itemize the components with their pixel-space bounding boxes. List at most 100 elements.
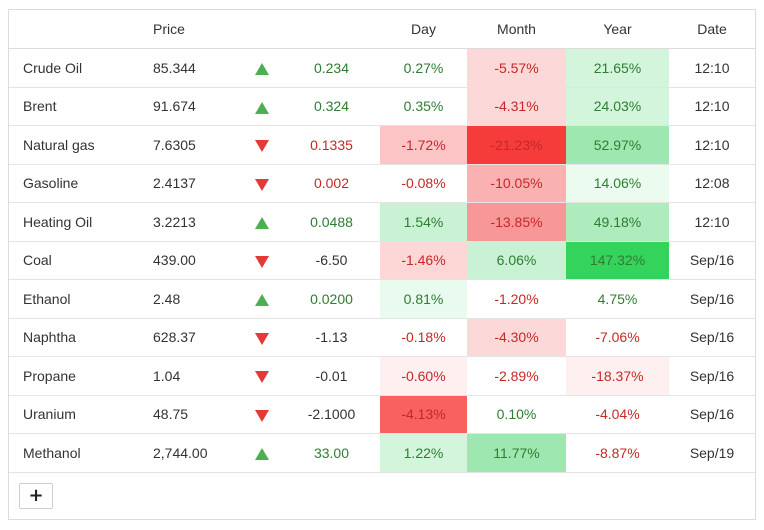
triangle-up-icon: [255, 217, 269, 230]
table-row[interactable]: Natural gas 7.6305 0.1335 -1.72% -21.23% 52.9…: [9, 125, 755, 165]
month-pct-cell: -13.85%: [467, 202, 566, 242]
commodity-name[interactable]: Propane: [9, 356, 147, 396]
triangle-up-icon: [255, 448, 269, 461]
triangle-down-icon: [255, 140, 269, 153]
price-cell: 2.4137: [147, 164, 241, 203]
day-pct-cell: -4.13%: [380, 395, 467, 434]
day-pct-cell: 1.54%: [380, 202, 467, 242]
date-cell: Sep/16: [669, 279, 755, 319]
day-pct-cell: 0.81%: [380, 279, 467, 319]
month-pct-cell: -1.20%: [467, 279, 566, 319]
triangle-down-icon: [255, 371, 269, 384]
year-pct-cell: 147.32%: [566, 241, 669, 280]
day-pct-cell: -0.18%: [380, 318, 467, 357]
price-cell: 439.00: [147, 241, 241, 280]
commodities-table-panel: Price Day Month Year Date Crude Oil 85.34…: [8, 9, 756, 520]
date-cell: Sep/16: [669, 318, 755, 357]
table-row[interactable]: Methanol 2,744.00 33.00 1.22% 11.77% -8.87% Se…: [9, 433, 755, 473]
arrow-cell: [241, 395, 283, 434]
price-cell: 2.48: [147, 279, 241, 319]
month-pct-cell: -21.23%: [467, 125, 566, 165]
date-cell: 12:10: [669, 48, 755, 88]
table-row[interactable]: Ethanol 2.48 0.0200 0.81% -1.20% 4.75% Sep/16: [9, 279, 755, 319]
add-row-button[interactable]: +: [19, 483, 53, 509]
month-pct-cell: -2.89%: [467, 356, 566, 396]
year-pct-cell: 4.75%: [566, 279, 669, 319]
triangle-down-icon: [255, 332, 269, 345]
change-cell: -2.1000: [283, 395, 380, 434]
date-cell: Sep/16: [669, 395, 755, 434]
change-cell: 0.002: [283, 164, 380, 203]
commodity-name[interactable]: Uranium: [9, 395, 147, 434]
header-day[interactable]: Day: [380, 10, 467, 49]
month-pct-cell: -4.30%: [467, 318, 566, 357]
arrow-cell: [241, 279, 283, 319]
price-cell: 628.37: [147, 318, 241, 357]
change-cell: 33.00: [283, 433, 380, 473]
commodity-name[interactable]: Gasoline: [9, 164, 147, 203]
table-row[interactable]: Crude Oil 85.344 0.234 0.27% -5.57% 21.65% 12:…: [9, 48, 755, 88]
commodity-name[interactable]: Crude Oil: [9, 48, 147, 88]
change-cell: -1.13: [283, 318, 380, 357]
change-cell: 0.0488: [283, 202, 380, 242]
commodity-name[interactable]: Methanol: [9, 433, 147, 473]
triangle-up-icon: [255, 294, 269, 307]
arrow-cell: [241, 356, 283, 396]
day-pct-cell: 1.22%: [380, 433, 467, 473]
arrow-cell: [241, 164, 283, 203]
triangle-up-icon: [255, 101, 269, 114]
commodity-name[interactable]: Ethanol: [9, 279, 147, 319]
triangle-down-icon: [255, 409, 269, 422]
date-cell: Sep/16: [669, 356, 755, 396]
day-pct-cell: -0.08%: [380, 164, 467, 203]
date-cell: 12:10: [669, 202, 755, 242]
day-pct-cell: -0.60%: [380, 356, 467, 396]
day-pct-cell: -1.72%: [380, 125, 467, 165]
price-cell: 2,744.00: [147, 433, 241, 473]
change-cell: 0.1335: [283, 125, 380, 165]
date-cell: 12:10: [669, 125, 755, 165]
table-row[interactable]: Heating Oil 3.2213 0.0488 1.54% -13.85% 49.18…: [9, 202, 755, 242]
commodities-table: Price Day Month Year Date Crude Oil 85.34…: [9, 10, 755, 473]
header-year[interactable]: Year: [566, 10, 669, 49]
change-cell: 0.0200: [283, 279, 380, 319]
year-pct-cell: 24.03%: [566, 87, 669, 126]
month-pct-cell: 0.10%: [467, 395, 566, 434]
commodity-name[interactable]: Coal: [9, 241, 147, 280]
commodity-name[interactable]: Natural gas: [9, 125, 147, 165]
month-pct-cell: -5.57%: [467, 48, 566, 88]
date-cell: 12:08: [669, 164, 755, 203]
commodity-name[interactable]: Heating Oil: [9, 202, 147, 242]
table-row[interactable]: Propane 1.04 -0.01 -0.60% -2.89% -18.37% Sep/1…: [9, 356, 755, 396]
triangle-down-icon: [255, 255, 269, 268]
year-pct-cell: -8.87%: [566, 433, 669, 473]
header-month[interactable]: Month: [467, 10, 566, 49]
month-pct-cell: 11.77%: [467, 433, 566, 473]
day-pct-cell: -1.46%: [380, 241, 467, 280]
year-pct-cell: 14.06%: [566, 164, 669, 203]
year-pct-cell: 49.18%: [566, 202, 669, 242]
commodity-name[interactable]: Brent: [9, 87, 147, 126]
table-row[interactable]: Naphtha 628.37 -1.13 -0.18% -4.30% -7.06% Sep/…: [9, 318, 755, 357]
header-arrow: [241, 10, 283, 49]
month-pct-cell: -10.05%: [467, 164, 566, 203]
date-cell: 12:10: [669, 87, 755, 126]
arrow-cell: [241, 48, 283, 88]
table-row[interactable]: Gasoline 2.4137 0.002 -0.08% -10.05% 14.06% 12…: [9, 164, 755, 203]
day-pct-cell: 0.27%: [380, 48, 467, 88]
triangle-down-icon: [255, 178, 269, 191]
month-pct-cell: -4.31%: [467, 87, 566, 126]
price-cell: 85.344: [147, 48, 241, 88]
change-cell: 0.234: [283, 48, 380, 88]
price-cell: 48.75: [147, 395, 241, 434]
table-row[interactable]: Brent 91.674 0.324 0.35% -4.31% 24.03% 12:10: [9, 87, 755, 126]
change-cell: 0.324: [283, 87, 380, 126]
table-row[interactable]: Coal 439.00 -6.50 -1.46% 6.06% 147.32% Sep/16: [9, 241, 755, 280]
arrow-cell: [241, 202, 283, 242]
table-row[interactable]: Uranium 48.75 -2.1000 -4.13% 0.10% -4.04% Sep/…: [9, 395, 755, 434]
arrow-cell: [241, 87, 283, 126]
header-price[interactable]: Price: [147, 10, 241, 49]
date-cell: Sep/19: [669, 433, 755, 473]
commodity-name[interactable]: Naphtha: [9, 318, 147, 357]
header-date[interactable]: Date: [669, 10, 755, 49]
